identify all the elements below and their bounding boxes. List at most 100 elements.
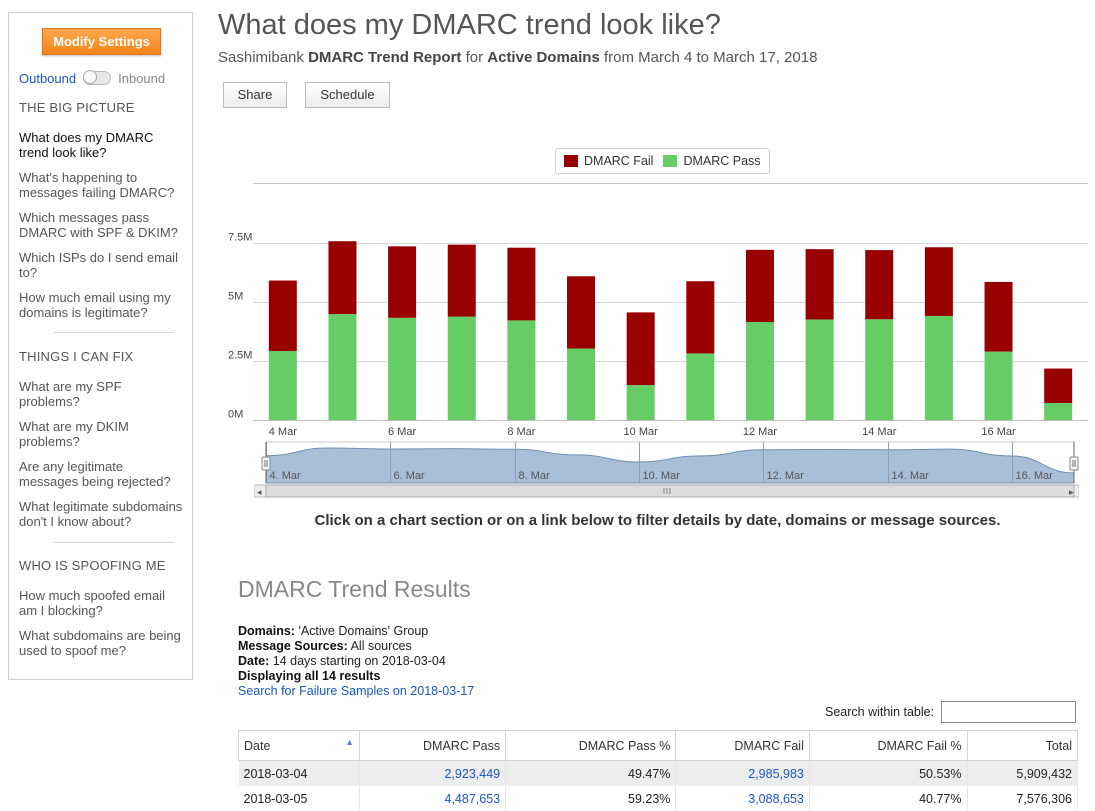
bar-dmarc-fail[interactable] — [1044, 368, 1073, 404]
scroll-right-arrow-icon[interactable]: ▸ — [1069, 488, 1074, 498]
meta-domains-value: 'Active Domains' Group — [298, 624, 429, 638]
bar-dmarc-pass[interactable] — [388, 317, 417, 420]
x-tick-label: 6 Mar — [388, 426, 416, 438]
meta-sources: Message Sources: All sources — [238, 639, 838, 654]
bar-dmarc-fail[interactable] — [865, 250, 894, 320]
meta-sources-label: Message Sources: — [238, 639, 348, 653]
cell-total: 5,909,432 — [967, 760, 1078, 786]
bar-dmarc-fail[interactable] — [686, 281, 715, 354]
inbound-toggle-label[interactable]: Inbound — [118, 70, 166, 86]
chart-legend: DMARC Fail DMARC Pass — [555, 148, 770, 174]
schedule-button[interactable]: Schedule — [305, 82, 390, 108]
col-header-total[interactable]: Total — [966, 730, 1078, 761]
nav-failing-messages[interactable]: What's happening to messages failing DMA… — [19, 170, 175, 200]
legend-pass-label[interactable]: DMARC Pass — [683, 154, 761, 168]
bar-dmarc-fail[interactable] — [328, 241, 357, 315]
nav-isps[interactable]: Which ISPs do I send email to? — [19, 250, 178, 280]
cell-pass-pct: 59.23% — [505, 786, 677, 811]
navigator-left-handle[interactable] — [261, 456, 271, 471]
bar-dmarc-fail[interactable] — [924, 247, 953, 316]
cell-total: 7,576,306 — [967, 786, 1078, 811]
col-header-dmarc-fail-pct[interactable]: DMARC Fail % — [808, 730, 968, 761]
y-tick-label: 2.5M — [228, 350, 252, 362]
bar-dmarc-fail[interactable] — [805, 249, 834, 320]
pass-count-link[interactable]: 2,923,449 — [444, 766, 501, 781]
failure-samples-link[interactable]: Search for Failure Samples on 2018-03-17 — [238, 684, 475, 698]
legend-pass-swatch[interactable] — [663, 155, 678, 167]
bar-dmarc-pass[interactable] — [626, 385, 655, 420]
table-row: 2018-03-04 2,923,449 49.47% 2,985,983 50… — [238, 760, 1078, 786]
bar-dmarc-pass[interactable] — [1044, 403, 1073, 420]
bar-dmarc-fail[interactable] — [268, 280, 297, 352]
bar-dmarc-fail[interactable] — [507, 247, 536, 321]
subtitle-org: Sashimibank — [218, 49, 304, 66]
filter-hint: Click on a chart section or on a link be… — [314, 512, 1001, 529]
nav-spoofed-blocking[interactable]: How much spoofed email am I blocking? — [19, 588, 165, 618]
col-header-dmarc-pass[interactable]: DMARC Pass — [358, 730, 507, 761]
direction-switch[interactable] — [83, 70, 112, 85]
col-header-date-label: Date — [244, 738, 271, 753]
bar-dmarc-fail[interactable] — [567, 276, 596, 349]
cell-date: 2018-03-05 — [238, 786, 360, 811]
nav-dkim-problems[interactable]: What are my DKIM problems? — [19, 419, 129, 449]
col-header-dmarc-fail[interactable]: DMARC Fail — [675, 730, 810, 761]
cell-fail-pct: 40.77% — [809, 786, 968, 811]
table-search-input[interactable] — [941, 701, 1076, 723]
modify-settings-button[interactable]: Modify Settings — [42, 28, 161, 55]
dmarc-trend-chart[interactable]: 0M 2.5M 5M 7.5M 4 Mar 6 Mar 8 Mar 10 Mar 12 Mar 1… — [218, 140, 1090, 440]
bar-dmarc-pass[interactable] — [984, 351, 1013, 420]
legend-fail-label[interactable]: DMARC Fail — [584, 154, 654, 168]
fail-count-link[interactable]: 2,985,983 — [748, 766, 804, 781]
cell-pass-pct: 49.47% — [505, 760, 677, 786]
sort-ascending-icon[interactable]: ▲ — [345, 737, 354, 747]
y-tick-label: 0M — [228, 409, 243, 421]
bar-dmarc-pass[interactable] — [745, 322, 774, 420]
legend-fail-swatch[interactable] — [564, 155, 578, 167]
meta-date-label: Date: — [238, 654, 270, 668]
table-header-row: Date ▲ DMARC Pass DMARC Pass % DMARC Fai… — [238, 730, 1078, 761]
cell-fail[interactable]: 2,985,983 — [675, 760, 810, 786]
meta-displaying: Displaying all 14 results — [238, 669, 838, 684]
navigator-tick-label: 4. Mar — [270, 470, 302, 482]
bar-dmarc-pass[interactable] — [447, 316, 476, 420]
bar-dmarc-pass[interactable] — [328, 314, 357, 420]
bar-dmarc-pass[interactable] — [865, 319, 894, 420]
bar-dmarc-fail[interactable] — [626, 312, 655, 386]
nav-legitimate-email[interactable]: How much email using my domains is legit… — [19, 290, 171, 320]
nav-spf-problems[interactable]: What are my SPF problems? — [19, 379, 122, 409]
scroll-left-arrow-icon[interactable]: ◂ — [257, 488, 262, 498]
subtitle-range: from March 4 to March 17, 2018 — [603, 49, 818, 66]
x-tick-label: 14 Mar — [862, 426, 897, 438]
meta-date-value: 14 days starting on 2018-03-04 — [272, 654, 446, 668]
outbound-toggle-label[interactable]: Outbound — [19, 70, 77, 86]
bar-dmarc-pass[interactable] — [805, 319, 834, 420]
navigator-right-handle[interactable] — [1069, 456, 1079, 471]
bar-dmarc-pass[interactable] — [567, 348, 596, 420]
bar-dmarc-pass[interactable] — [924, 315, 953, 420]
nav-unknown-subdomains[interactable]: What legitimate subdomains don't I know … — [19, 499, 183, 529]
share-button[interactable]: Share — [223, 82, 287, 108]
bar-dmarc-fail[interactable] — [447, 244, 476, 317]
bar-dmarc-pass[interactable] — [686, 353, 715, 420]
x-tick-label: 4 Mar — [269, 426, 297, 438]
bar-dmarc-fail[interactable] — [984, 281, 1013, 352]
nav-spf-dkim-pass[interactable]: Which messages pass DMARC with SPF & DKI… — [19, 210, 178, 240]
col-header-date[interactable]: Date ▲ — [238, 730, 360, 761]
col-header-dmarc-pass-pct[interactable]: DMARC Pass % — [505, 730, 677, 761]
sidebar: Modify Settings Outbound Inbound THE BIG… — [8, 12, 193, 680]
x-tick-label: 12 Mar — [743, 426, 778, 438]
cell-pass[interactable]: 4,487,653 — [359, 786, 507, 811]
fail-count-link[interactable]: 3,088,653 — [748, 791, 804, 806]
bar-dmarc-fail[interactable] — [745, 249, 774, 323]
bar-dmarc-pass[interactable] — [507, 320, 536, 420]
navigator-area — [265, 447, 1075, 484]
nav-spoof-subdomains[interactable]: What subdomains are being used to spoof … — [19, 628, 181, 658]
chart-navigator[interactable]: 4. Mar 6. Mar 8. Mar 10. Mar 12. Mar 14. Mar 1… — [254, 440, 1079, 498]
cell-fail[interactable]: 3,088,653 — [675, 786, 810, 811]
bar-dmarc-fail[interactable] — [388, 246, 417, 318]
nav-legitimate-rejected[interactable]: Are any legitimate messages being reject… — [19, 459, 171, 489]
bar-dmarc-pass[interactable] — [268, 351, 297, 420]
cell-pass[interactable]: 2,923,449 — [359, 760, 507, 786]
nav-dmarc-trend[interactable]: What does my DMARC trend look like? — [19, 130, 154, 160]
pass-count-link[interactable]: 4,487,653 — [444, 791, 501, 806]
